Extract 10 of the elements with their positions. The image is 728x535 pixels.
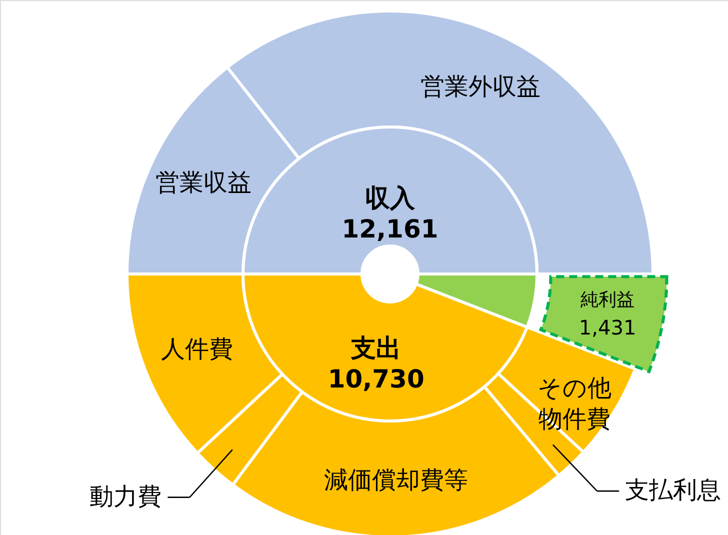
data-label: 支出 10,730	[328, 333, 424, 394]
data-label: 1,431	[578, 316, 636, 340]
slice-label: 人件費	[161, 334, 234, 363]
slice-label: 営業外収益	[420, 72, 541, 101]
data-label: 収入 12,161	[342, 183, 438, 244]
slice-label: 純利益	[580, 290, 635, 311]
slice-label: 支払利息	[625, 476, 722, 504]
slice-label: 動力費	[90, 482, 162, 510]
slice-label: 減価償却費等	[324, 466, 468, 494]
slice-label: 営業収益	[156, 168, 252, 196]
